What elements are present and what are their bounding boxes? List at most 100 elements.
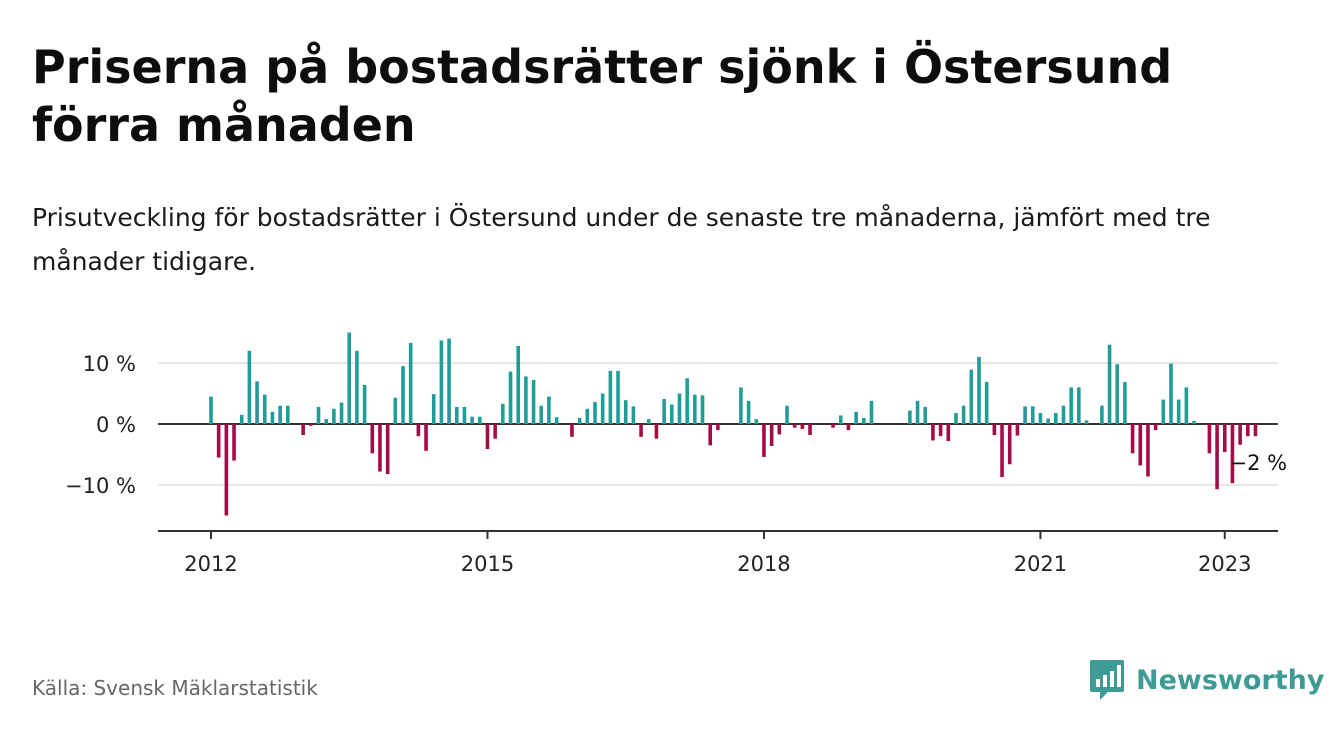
chart-title: Priserna på bostadsrätter sjönk i Östers… <box>32 40 1173 152</box>
bar <box>309 424 313 426</box>
bar <box>1207 424 1212 454</box>
bar <box>854 411 858 424</box>
bar <box>946 424 951 442</box>
bar <box>938 424 943 437</box>
bar <box>1153 424 1158 431</box>
bar <box>762 424 766 457</box>
bar <box>278 405 282 424</box>
bar <box>332 408 336 424</box>
bar <box>1222 424 1227 453</box>
bar <box>616 370 620 424</box>
bar <box>862 417 866 424</box>
y-tick-label: 0 % <box>96 413 136 437</box>
bar <box>654 424 659 439</box>
bar <box>247 350 252 424</box>
bar <box>670 404 674 424</box>
bar <box>1238 424 1242 445</box>
bar <box>339 402 344 424</box>
bar <box>1184 387 1189 424</box>
bar <box>286 405 290 424</box>
bar <box>262 394 267 424</box>
bar <box>869 400 874 424</box>
bar <box>1015 424 1020 436</box>
bar <box>700 395 705 424</box>
y-tick-label: 10 % <box>83 352 136 376</box>
bar <box>424 424 428 451</box>
bar <box>639 424 643 437</box>
bar <box>408 342 413 424</box>
bar <box>846 424 851 431</box>
bar <box>1100 405 1104 424</box>
bar <box>501 403 505 424</box>
bar <box>324 419 328 424</box>
bar <box>362 384 367 424</box>
bar <box>977 356 981 424</box>
bar <box>739 387 743 424</box>
chart-subtitle: Prisutveckling för bostadsrätter i Öster… <box>32 203 1211 276</box>
x-tick-label: 2015 <box>461 552 514 576</box>
bar-chart: 10 % 0 % −10 % 2012 2015 2018 2021 2023 −2 % <box>65 332 1287 576</box>
source-note: Källa: Svensk Mäklarstatistik <box>32 676 318 700</box>
bar <box>685 378 689 424</box>
bar <box>908 410 912 424</box>
bar <box>1215 424 1219 490</box>
bar <box>785 405 789 424</box>
bar <box>746 400 751 424</box>
bar <box>1061 405 1066 424</box>
bar <box>1115 364 1120 424</box>
bar <box>931 424 935 441</box>
y-tick-label: −10 % <box>65 474 136 498</box>
brand-logo[interactable]: Newsworthy <box>1088 658 1324 702</box>
bar <box>478 416 482 424</box>
bar <box>255 381 259 424</box>
bar <box>239 414 244 424</box>
bar <box>961 405 966 424</box>
bar <box>355 350 359 424</box>
bar <box>693 394 697 424</box>
bar <box>393 397 398 424</box>
bar <box>808 424 812 435</box>
bar <box>370 424 375 454</box>
bar <box>716 424 720 431</box>
bar <box>270 411 275 424</box>
x-tick-label: 2018 <box>737 552 790 576</box>
bar <box>1030 406 1035 424</box>
bar <box>485 424 490 450</box>
bar <box>1069 387 1073 424</box>
bar <box>539 405 544 424</box>
bar <box>1000 424 1004 478</box>
bar <box>301 424 305 435</box>
bar <box>777 424 782 435</box>
bar <box>1054 413 1058 424</box>
bar <box>1246 424 1250 437</box>
bar <box>1192 420 1196 424</box>
bar <box>677 393 682 424</box>
bar <box>577 417 582 424</box>
bar <box>1023 406 1027 424</box>
newsworthy-logo-icon <box>1090 660 1124 700</box>
bar <box>224 424 229 516</box>
x-tick-label: 2023 <box>1198 552 1251 576</box>
bar <box>984 381 989 424</box>
bar <box>1107 344 1112 424</box>
bar <box>524 376 528 424</box>
bar <box>631 406 636 424</box>
bar <box>431 394 436 424</box>
bar <box>1084 420 1089 424</box>
bar <box>385 424 390 475</box>
bar <box>1130 424 1135 454</box>
bar <box>1077 387 1081 424</box>
last-value-annotation: −2 % <box>1229 451 1287 475</box>
bar <box>646 419 651 424</box>
bar <box>554 417 559 424</box>
bar <box>754 419 759 424</box>
bar <box>623 400 628 424</box>
bar <box>992 424 997 435</box>
bar <box>508 371 513 424</box>
bar <box>800 424 805 429</box>
bar <box>531 380 536 424</box>
bar <box>915 400 920 424</box>
bar <box>570 424 574 437</box>
bar <box>378 424 382 472</box>
bar <box>838 415 843 424</box>
